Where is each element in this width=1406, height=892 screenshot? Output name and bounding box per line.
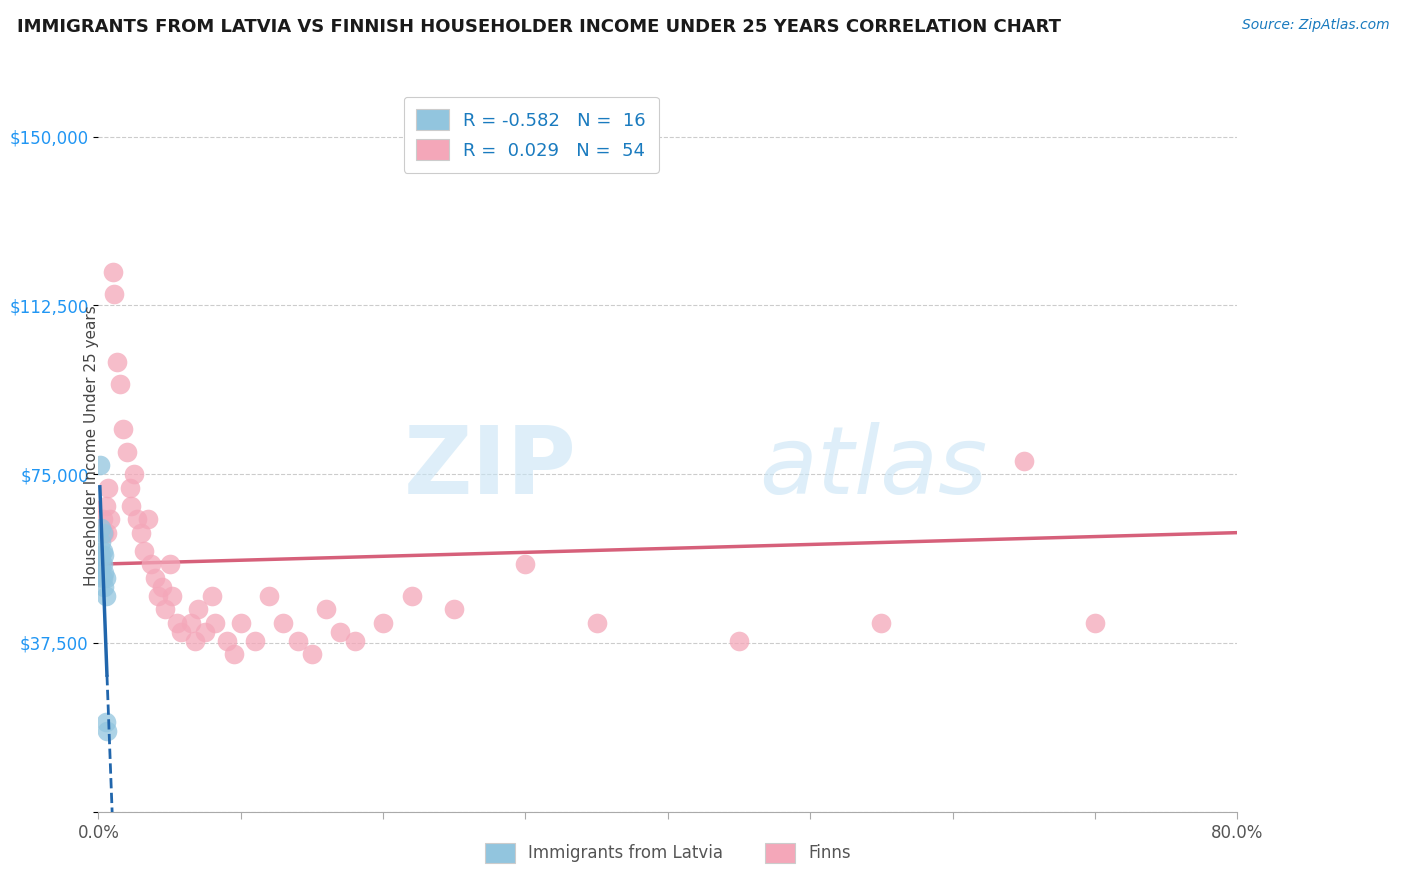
Text: IMMIGRANTS FROM LATVIA VS FINNISH HOUSEHOLDER INCOME UNDER 25 YEARS CORRELATION : IMMIGRANTS FROM LATVIA VS FINNISH HOUSEH… (17, 18, 1062, 36)
Legend: Immigrants from Latvia, Finns: Immigrants from Latvia, Finns (478, 837, 858, 869)
Point (94, 499, 117, 513)
Point (91, 525, 114, 540)
Point (136, 512, 159, 526)
Point (159, 557, 181, 571)
Point (93, 580, 115, 594)
Point (96, 723, 118, 738)
Point (125, 512, 148, 526)
Point (98, 512, 121, 526)
Point (96, 525, 118, 540)
Text: Source: ZipAtlas.com: Source: ZipAtlas.com (1241, 18, 1389, 32)
Point (108, 377, 131, 392)
Point (301, 647, 323, 661)
Point (166, 615, 188, 630)
Point (94, 589, 117, 603)
Point (222, 647, 245, 661)
Point (155, 602, 177, 616)
Point (91, 512, 114, 526)
Point (105, 354, 128, 368)
Point (184, 633, 207, 648)
Point (103, 287, 125, 301)
Point (401, 589, 423, 603)
Text: ZIP: ZIP (404, 422, 576, 514)
Point (515, 557, 537, 571)
Point (91, 557, 114, 571)
Point (259, 589, 281, 603)
Point (120, 499, 142, 513)
Point (443, 602, 465, 616)
Point (243, 633, 266, 648)
Text: atlas: atlas (759, 423, 987, 514)
Point (152, 580, 174, 594)
Point (273, 615, 295, 630)
Point (229, 615, 252, 630)
Point (122, 467, 145, 482)
Point (148, 589, 170, 603)
Point (145, 571, 167, 585)
Point (94, 571, 117, 585)
Point (329, 624, 352, 639)
Point (118, 481, 141, 495)
Point (315, 602, 337, 616)
Point (89, 458, 111, 472)
Point (93, 548, 115, 562)
Point (215, 633, 238, 648)
Point (180, 615, 202, 630)
Point (97, 481, 120, 495)
Point (115, 444, 138, 458)
Point (870, 615, 893, 630)
Point (90, 534, 112, 549)
Point (91, 571, 114, 585)
Point (90, 548, 112, 562)
Point (93, 566, 115, 581)
Point (1084, 615, 1107, 630)
Point (728, 633, 751, 648)
Y-axis label: Householder Income Under 25 years: Householder Income Under 25 years (84, 306, 98, 586)
Point (90, 521, 112, 535)
Point (287, 633, 309, 648)
Point (162, 589, 184, 603)
Point (201, 589, 224, 603)
Point (91, 543, 114, 558)
Point (585, 615, 607, 630)
Point (93, 525, 115, 540)
Point (373, 615, 395, 630)
Point (132, 543, 155, 558)
Point (1012, 453, 1035, 467)
Point (194, 624, 217, 639)
Point (129, 525, 152, 540)
Point (187, 602, 209, 616)
Point (204, 615, 226, 630)
Point (170, 624, 193, 639)
Point (111, 422, 134, 436)
Point (101, 264, 124, 278)
Point (94, 714, 117, 729)
Point (343, 633, 366, 648)
Point (139, 557, 162, 571)
Point (90, 557, 112, 571)
